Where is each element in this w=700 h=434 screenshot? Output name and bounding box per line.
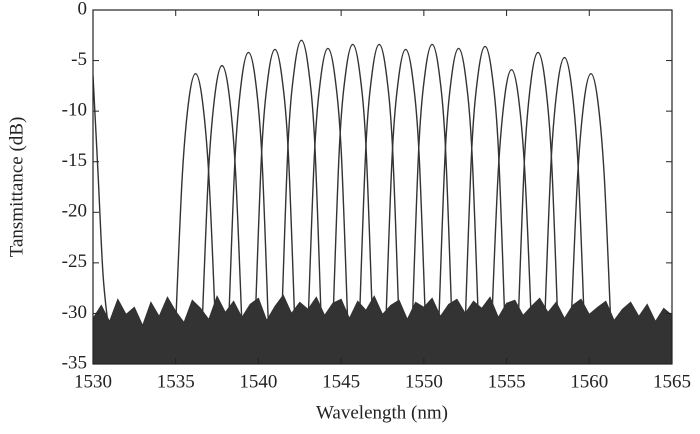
spectrum-line xyxy=(332,43,374,324)
spectrum-line xyxy=(227,51,270,324)
spectrum-line xyxy=(307,47,349,324)
x-tick-label: 1535 xyxy=(157,371,195,392)
spectrum-line xyxy=(93,75,109,324)
y-tick-label: -10 xyxy=(62,100,87,121)
noise-floor xyxy=(93,294,672,364)
spectrum-line xyxy=(385,48,427,324)
y-tick-label: -25 xyxy=(62,251,87,272)
spectrum-line xyxy=(570,73,612,324)
y-tick-label: 0 xyxy=(78,0,88,19)
y-tick-label: -15 xyxy=(62,150,87,171)
spectrum-line xyxy=(543,56,586,324)
x-tick-label: 1555 xyxy=(488,371,526,392)
x-tick-label: 1560 xyxy=(570,371,608,392)
y-axis-label: Tansmittance (dB) xyxy=(6,117,27,258)
spectrum-line xyxy=(411,43,453,324)
y-tick-label: -35 xyxy=(62,352,87,373)
spectrum-line xyxy=(280,39,322,324)
y-tick-label: -20 xyxy=(62,201,87,222)
x-tick-label: 1545 xyxy=(322,371,360,392)
x-tick-label: 1530 xyxy=(74,371,112,392)
spectrum-line xyxy=(438,47,480,324)
plot xyxy=(93,39,672,364)
x-tick-label: 1540 xyxy=(239,371,277,392)
spectrum-line xyxy=(254,48,296,324)
spectrum-line xyxy=(175,73,217,324)
x-axis-label: Wavelength (nm) xyxy=(316,402,448,423)
x-tick-label: 1565 xyxy=(653,371,691,392)
spectrum-line xyxy=(201,64,243,324)
y-tick-label: -5 xyxy=(71,49,87,70)
spectrum-line xyxy=(490,68,533,324)
spectrum-line xyxy=(517,51,559,324)
plot-frame xyxy=(92,9,673,365)
spectrum-line xyxy=(358,43,400,324)
spectrum-line xyxy=(464,45,506,324)
x-tick-label: 1550 xyxy=(405,371,443,392)
y-tick-label: -30 xyxy=(62,302,87,323)
